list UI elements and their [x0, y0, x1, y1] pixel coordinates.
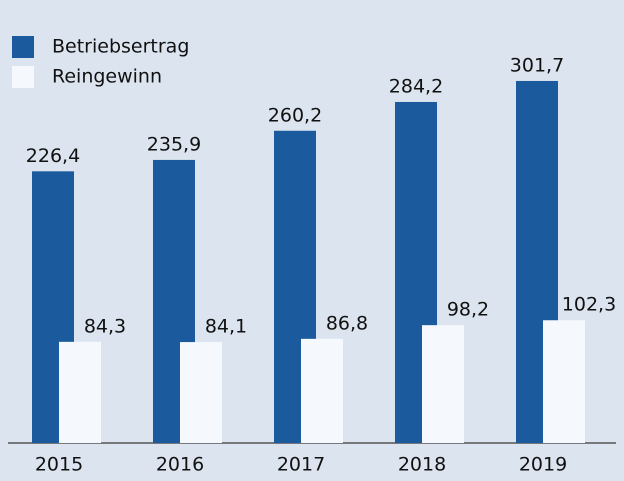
bar	[422, 325, 464, 443]
x-tick-label: 2015	[35, 454, 83, 476]
value-label: 98,2	[447, 299, 489, 321]
value-label: 301,7	[510, 54, 564, 76]
value-label: 260,2	[268, 104, 322, 126]
value-label: 102,3	[562, 294, 616, 316]
x-tick-label: 2017	[277, 454, 325, 476]
value-label: 86,8	[326, 312, 368, 334]
legend-swatch	[12, 66, 34, 88]
x-tick-label: 2016	[156, 454, 204, 476]
legend-label: Reingewinn	[52, 66, 162, 88]
x-tick-label: 2018	[398, 454, 446, 476]
value-label: 284,2	[389, 75, 443, 97]
value-label: 84,1	[205, 316, 247, 338]
value-label: 84,3	[84, 315, 126, 337]
legend-swatch	[12, 36, 34, 58]
bar	[301, 338, 343, 443]
bar	[59, 341, 101, 443]
bar	[180, 342, 222, 443]
legend-label: Betriebsertrag	[52, 36, 189, 58]
x-tick-label: 2019	[519, 454, 567, 476]
bar	[543, 320, 585, 443]
value-label: 226,4	[26, 145, 80, 167]
value-label: 235,9	[147, 133, 201, 155]
